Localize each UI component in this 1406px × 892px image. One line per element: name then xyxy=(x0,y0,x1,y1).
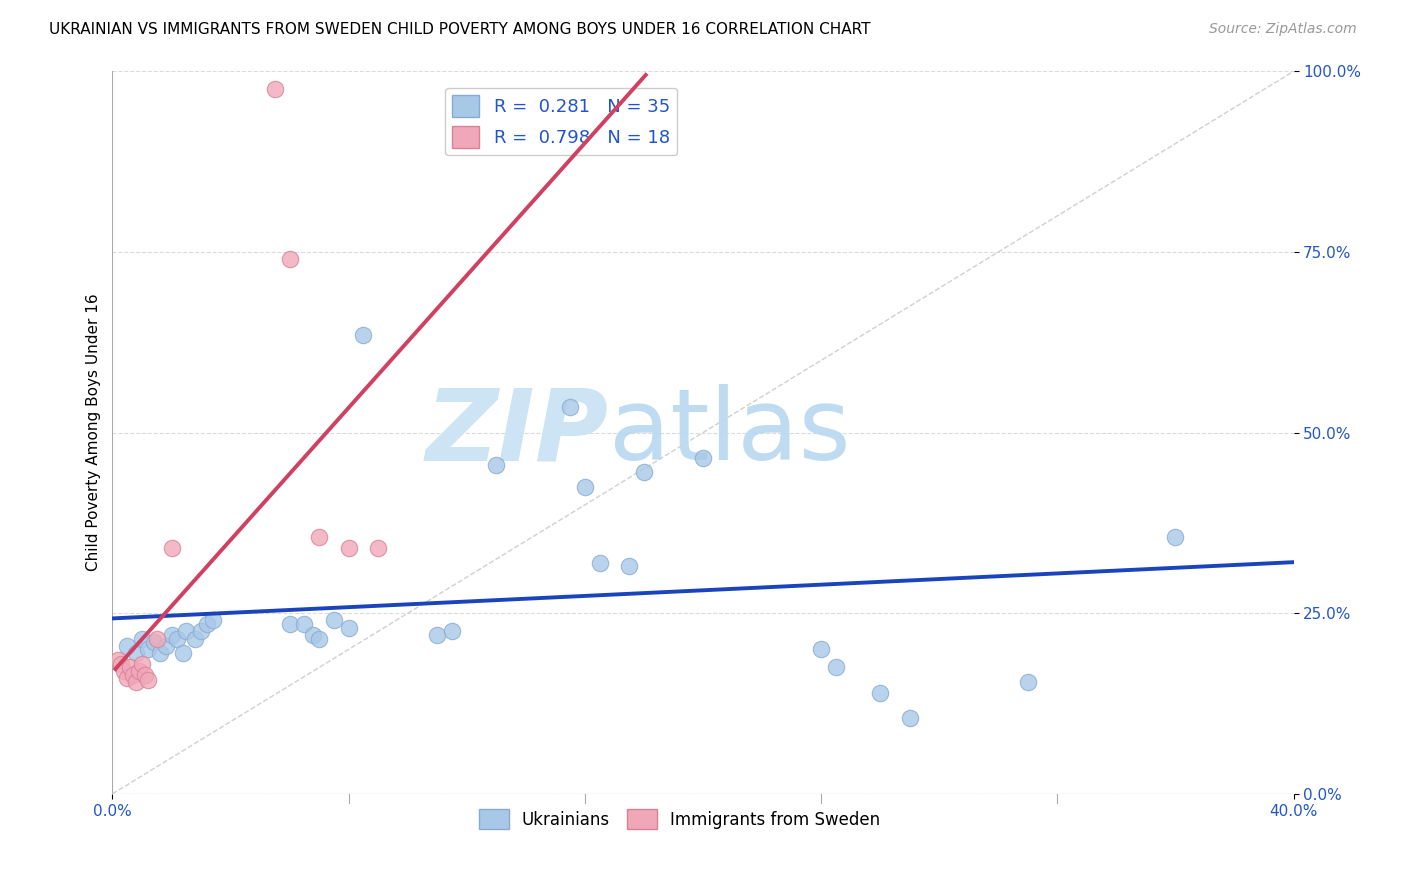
Point xyxy=(142,635,165,649)
Point xyxy=(128,664,150,678)
Point xyxy=(619,559,641,574)
Text: Source: ZipAtlas.com: Source: ZipAtlas.com xyxy=(1209,22,1357,37)
Text: UKRAINIAN VS IMMIGRANTS FROM SWEDEN CHILD POVERTY AMONG BOYS UNDER 16 CORRELATIO: UKRAINIAN VS IMMIGRANTS FROM SWEDEN CHIL… xyxy=(49,22,870,37)
Point xyxy=(485,458,508,472)
Point xyxy=(184,632,207,646)
Point xyxy=(134,667,156,681)
Point xyxy=(160,628,183,642)
Point xyxy=(136,642,159,657)
Text: atlas: atlas xyxy=(609,384,851,481)
Point xyxy=(588,556,610,570)
Y-axis label: Child Poverty Among Boys Under 16: Child Poverty Among Boys Under 16 xyxy=(86,293,101,572)
Point xyxy=(172,646,194,660)
Point xyxy=(1017,674,1039,689)
Point xyxy=(117,639,138,653)
Point xyxy=(558,401,582,415)
Point xyxy=(302,628,325,642)
Point xyxy=(195,617,218,632)
Point xyxy=(201,614,224,628)
Point xyxy=(337,621,360,635)
Point xyxy=(692,450,714,465)
Point xyxy=(131,632,153,646)
Point xyxy=(264,82,287,96)
Point xyxy=(125,674,148,689)
Point xyxy=(149,646,172,660)
Point xyxy=(869,686,891,700)
Point xyxy=(112,664,135,678)
Text: ZIP: ZIP xyxy=(426,384,609,481)
Point xyxy=(633,466,655,480)
Point xyxy=(136,673,159,687)
Point xyxy=(337,541,360,556)
Point xyxy=(278,252,301,267)
Point xyxy=(308,632,330,646)
Point xyxy=(131,657,153,671)
Point xyxy=(323,614,346,628)
Point xyxy=(367,541,389,556)
Point xyxy=(292,617,315,632)
Point xyxy=(155,639,177,653)
Point xyxy=(122,667,145,681)
Point xyxy=(810,642,832,657)
Point xyxy=(574,480,596,494)
Point xyxy=(166,632,188,646)
Point xyxy=(1164,530,1187,544)
Legend: Ukrainians, Immigrants from Sweden: Ukrainians, Immigrants from Sweden xyxy=(472,803,887,836)
Point xyxy=(278,617,301,632)
Point xyxy=(426,628,449,642)
Point xyxy=(352,328,374,343)
Point xyxy=(146,632,169,646)
Point xyxy=(120,660,142,674)
Point xyxy=(110,657,132,671)
Point xyxy=(190,624,212,639)
Point xyxy=(308,530,330,544)
Point xyxy=(441,624,464,639)
Point xyxy=(898,711,921,725)
Point xyxy=(107,653,129,667)
Point xyxy=(117,671,138,685)
Point xyxy=(824,660,846,674)
Point xyxy=(174,624,197,639)
Point xyxy=(125,646,148,660)
Point xyxy=(160,541,183,556)
